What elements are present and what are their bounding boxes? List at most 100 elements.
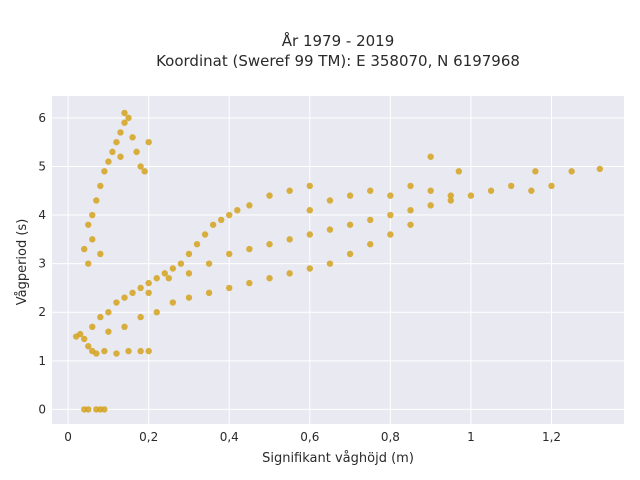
scatter-point	[367, 241, 374, 248]
scatter-point	[387, 192, 394, 199]
y-tick-label: 6	[38, 111, 46, 125]
scatter-point	[226, 211, 233, 219]
scatter-point	[105, 328, 112, 335]
scatter-point	[246, 279, 253, 287]
x-tick-label: 0,4	[220, 430, 239, 444]
scatter-point	[286, 187, 293, 194]
scatter-point	[141, 168, 148, 175]
scatter-point	[306, 231, 314, 238]
scatter-point	[205, 289, 213, 296]
scatter-point	[133, 148, 140, 156]
y-axis-label: Vågperiod (s)	[15, 219, 30, 306]
scatter-point	[226, 250, 233, 258]
x-tick-label: 0,8	[381, 430, 400, 444]
scatter-point	[286, 270, 293, 277]
scatter-point	[528, 187, 535, 194]
scatter-point	[117, 153, 124, 160]
scatter-point	[407, 206, 414, 214]
scatter-point	[306, 206, 314, 214]
scatter-point	[427, 187, 434, 194]
scatter-point	[113, 299, 120, 306]
scatter-point	[185, 250, 193, 258]
scatter-point	[246, 245, 253, 253]
scatter-point	[447, 192, 454, 199]
scatter-point	[113, 350, 120, 357]
scatter-point	[121, 119, 128, 126]
y-tick-label: 5	[38, 159, 46, 173]
scatter-point	[205, 260, 213, 267]
scatter-point	[93, 350, 100, 357]
x-axis-label: Signifikant våghöjd (m)	[262, 451, 414, 466]
scatter-point	[467, 192, 475, 199]
scatter-point	[286, 236, 293, 243]
scatter-point	[129, 134, 136, 141]
scatter-point	[121, 323, 128, 331]
scatter-point	[145, 289, 152, 296]
scatter-point	[101, 347, 108, 355]
scatter-point	[169, 299, 177, 306]
scatter-point	[76, 330, 84, 338]
scatter-point	[81, 335, 88, 343]
scatter-point	[201, 231, 209, 238]
scatter-point	[346, 250, 354, 258]
scatter-point	[85, 406, 92, 413]
y-tick-label: 2	[38, 305, 46, 319]
scatter-point	[97, 313, 104, 321]
scatter-point	[326, 260, 334, 267]
scatter-point	[209, 221, 217, 228]
y-tick-labels: 0 1 2 3 4 5 6	[38, 111, 46, 417]
scatter-point	[326, 226, 334, 233]
scatter-point	[153, 309, 160, 316]
scatter-point	[487, 187, 495, 194]
scatter-point	[234, 206, 241, 214]
scatter-points	[72, 109, 604, 413]
scatter-point	[217, 216, 225, 224]
scatter-point	[85, 260, 92, 267]
scatter-point	[89, 323, 96, 331]
scatter-point	[85, 221, 92, 228]
scatter-point	[169, 265, 177, 272]
x-tick-label: 1,2	[542, 430, 561, 444]
scatter-point	[407, 182, 414, 190]
scatter-point	[266, 275, 273, 282]
scatter-point	[185, 270, 193, 277]
scatter-point	[427, 153, 434, 160]
scatter-point	[137, 284, 144, 292]
scatter-point	[105, 309, 112, 316]
scatter-point	[193, 241, 201, 248]
grid-lines	[52, 96, 624, 424]
scatter-point	[129, 289, 136, 296]
scatter-point	[387, 211, 394, 219]
scatter-point	[101, 168, 108, 175]
scatter-point	[109, 148, 116, 156]
x-tick-labels: 0 0,2 0,4 0,6 0,8 1 1,2	[64, 430, 561, 444]
scatter-point	[177, 260, 185, 267]
scatter-point	[125, 347, 132, 355]
scatter-point	[387, 231, 394, 238]
scatter-point	[266, 241, 273, 248]
scatter-point	[165, 275, 173, 282]
scatter-point	[101, 406, 108, 413]
scatter-point	[137, 313, 144, 321]
scatter-point	[161, 270, 168, 277]
scatter-point	[89, 236, 96, 243]
scatter-point	[407, 221, 414, 228]
x-tick-label: 0,2	[139, 430, 158, 444]
scatter-point	[532, 168, 539, 175]
scatter-point	[121, 109, 128, 117]
y-tick-label: 0	[38, 402, 46, 416]
scatter-point	[97, 250, 104, 258]
scatter-point	[306, 265, 314, 272]
scatter-point	[97, 182, 104, 190]
scatter-point	[226, 284, 233, 292]
scatter-point	[447, 197, 454, 204]
scatter-point	[93, 197, 100, 204]
y-tick-label: 4	[38, 208, 46, 222]
scatter-point	[185, 294, 193, 301]
scatter-point	[137, 163, 144, 170]
scatter-point	[89, 211, 96, 219]
scatter-point	[455, 168, 463, 175]
y-tick-label: 3	[38, 257, 46, 271]
scatter-point	[548, 182, 555, 190]
